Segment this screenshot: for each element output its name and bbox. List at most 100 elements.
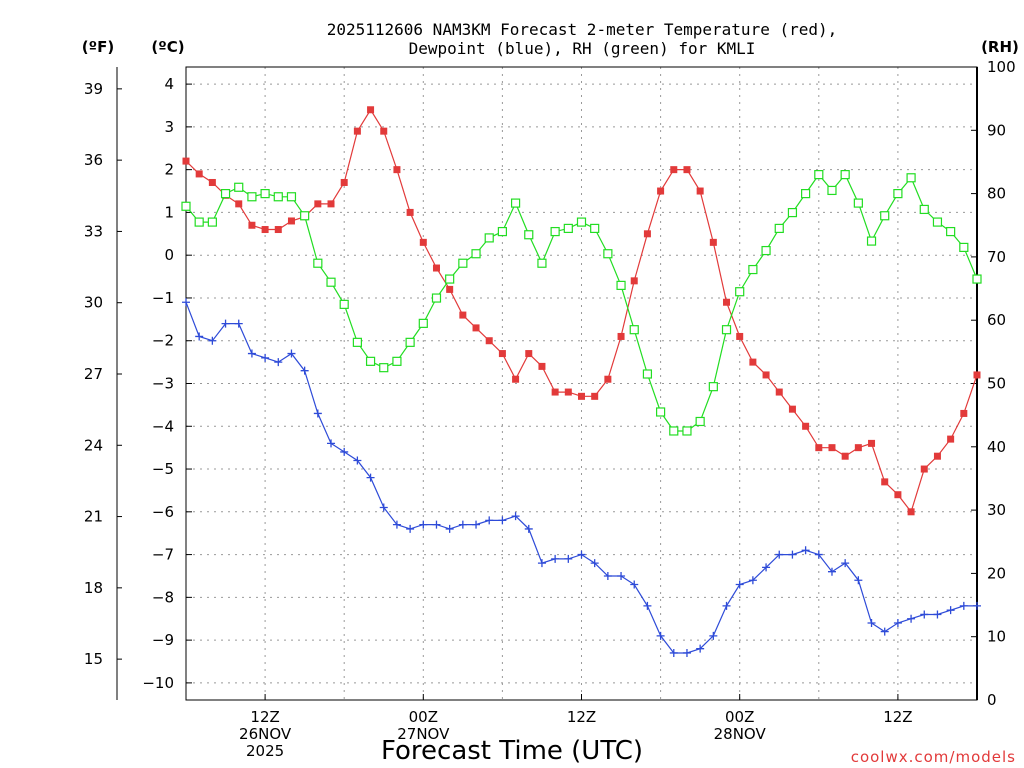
data-point [512, 375, 520, 383]
data-point [854, 444, 862, 452]
data-point [498, 350, 506, 358]
rh-tick-label: 100 [987, 58, 1016, 76]
celsius-tick-label: −10 [142, 674, 174, 692]
data-point [339, 299, 349, 309]
data-point [286, 192, 297, 202]
data-point [564, 388, 572, 396]
data-point [459, 311, 467, 319]
data-point [973, 601, 981, 610]
data-point [234, 319, 243, 328]
data-point [959, 601, 968, 610]
data-point [261, 226, 269, 234]
data-point [788, 405, 796, 413]
celsius-tick-label: 2 [164, 161, 174, 179]
data-point [365, 356, 376, 366]
celsius-tick-label: 1 [164, 203, 174, 221]
rh-unit-label: (RH) [981, 38, 1019, 56]
data-point [907, 614, 916, 623]
data-point [419, 520, 428, 529]
data-point [801, 189, 811, 199]
x-tick-label: 2025 [246, 742, 284, 760]
fahrenheit-unit-label: (ºF) [82, 38, 114, 56]
data-point [946, 606, 955, 615]
celsius-unit-label: (ºC) [151, 38, 184, 56]
celsius-tick-label: −4 [152, 417, 174, 435]
data-point [656, 631, 665, 640]
fahrenheit-tick-label: 24 [84, 436, 103, 454]
data-point [380, 127, 388, 135]
data-point [445, 274, 455, 284]
data-point [881, 478, 889, 486]
data-point [524, 524, 533, 533]
x-tick-label: 00Z [409, 708, 438, 726]
data-point [657, 187, 665, 195]
data-point [353, 127, 361, 135]
data-point [933, 610, 942, 619]
celsius-tick-label: 0 [164, 246, 174, 264]
data-point [735, 580, 744, 589]
x-tick-label: 26NOV [239, 725, 292, 743]
data-point [630, 277, 638, 285]
celsius-tick-label: −1 [152, 289, 174, 307]
data-point [498, 516, 507, 525]
rh-tick-label: 60 [987, 311, 1006, 329]
data-point [616, 280, 626, 290]
data-point [735, 287, 745, 297]
data-point [775, 388, 783, 396]
data-point [866, 236, 877, 246]
celsius-tick-label: −7 [152, 546, 174, 564]
grid-layer [186, 67, 977, 700]
credit-text: coolwx.com/models [851, 748, 1016, 766]
data-point [814, 170, 824, 180]
data-point [893, 619, 902, 628]
data-point [603, 571, 612, 580]
data-point [340, 447, 349, 456]
data-point [841, 559, 850, 568]
celsius-tick-label: 4 [164, 75, 174, 93]
celsius-tick-label: −5 [152, 460, 174, 478]
data-point [683, 166, 691, 174]
data-point [195, 170, 203, 178]
data-point [497, 226, 507, 237]
rh-tick-label: 0 [987, 691, 997, 709]
data-point [406, 208, 414, 216]
data-point [907, 508, 915, 516]
data-point [261, 353, 270, 362]
data-point [484, 233, 494, 243]
data-point [327, 439, 336, 448]
data-point [723, 298, 731, 306]
data-point [340, 178, 348, 186]
x-tick-label: 12Z [250, 708, 279, 726]
data-point [920, 465, 928, 473]
data-point [472, 520, 481, 529]
data-point [748, 264, 758, 275]
celsius-tick-label: −6 [152, 503, 174, 521]
data-point [893, 189, 903, 199]
data-point [537, 559, 546, 568]
data-point [973, 371, 981, 379]
data-point [538, 362, 546, 370]
data-point [432, 264, 440, 272]
data-point [208, 178, 216, 186]
data-point [208, 336, 217, 345]
data-point [471, 249, 481, 259]
fahrenheit-tick-label: 21 [84, 508, 103, 526]
data-point [510, 198, 521, 208]
data-point [748, 576, 757, 585]
data-point [827, 567, 836, 576]
data-point [485, 337, 493, 345]
data-point [643, 601, 652, 610]
celsius-tick-label: −2 [152, 332, 174, 350]
data-point [906, 173, 916, 183]
data-point [194, 217, 204, 227]
rh-tick-label: 10 [987, 628, 1006, 646]
data-point [920, 610, 929, 619]
data-point [959, 242, 969, 253]
data-point [445, 524, 454, 533]
series-rh [181, 170, 982, 436]
data-point [972, 274, 982, 284]
celsius-tick-label: −9 [152, 631, 174, 649]
data-point [815, 444, 823, 452]
data-point [695, 416, 705, 427]
data-point [551, 388, 559, 396]
